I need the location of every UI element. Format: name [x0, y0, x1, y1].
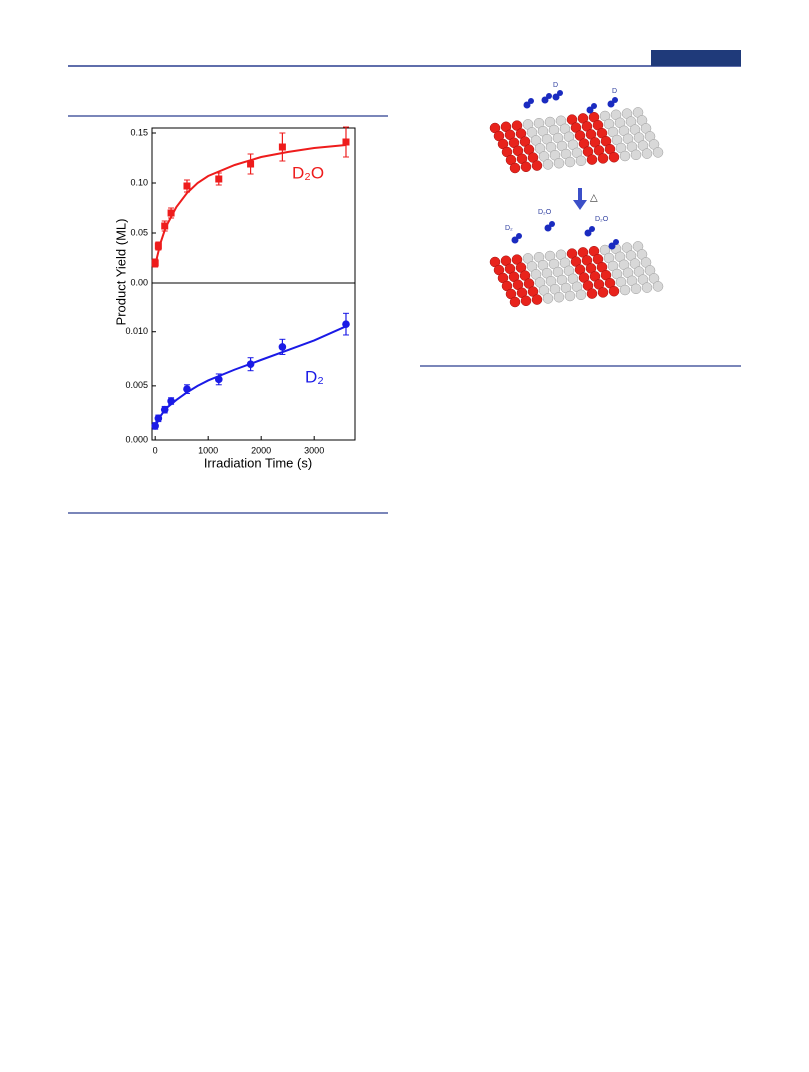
series-label: D₂	[305, 367, 324, 386]
atom	[586, 288, 598, 299]
data-point	[167, 397, 175, 405]
x-axis-label: Irradiation Time (s)	[204, 455, 312, 470]
atom	[541, 96, 549, 104]
atom	[557, 90, 563, 96]
data-point	[183, 385, 191, 393]
atom	[531, 294, 543, 305]
atom	[575, 155, 587, 167]
atom	[597, 153, 609, 164]
plot-frame	[151, 282, 356, 441]
x-tick-label: 2000	[251, 445, 271, 455]
x-tick-label: 3000	[304, 445, 324, 455]
atom	[520, 295, 532, 307]
data-point	[278, 343, 287, 351]
atom	[608, 285, 620, 297]
atom	[607, 100, 615, 108]
diagram: △ D D D₂ D₂O D₂O	[489, 82, 664, 308]
y-axis-label: Product Yield (ML)	[113, 219, 128, 326]
atom	[641, 148, 653, 159]
atom	[586, 106, 594, 114]
atom	[630, 149, 642, 161]
y-tick-label: 0.10	[130, 177, 148, 187]
atom	[608, 151, 620, 163]
atom	[552, 93, 560, 101]
data-point	[247, 160, 255, 168]
atom	[546, 93, 552, 99]
data-point	[167, 209, 175, 217]
data-point	[342, 320, 350, 328]
diagram-label: △	[590, 193, 598, 204]
atom	[564, 156, 576, 168]
y-tick-label: 0.005	[125, 380, 148, 390]
atom	[641, 282, 653, 293]
atom	[619, 150, 631, 162]
data-point	[151, 422, 159, 430]
data-point	[161, 222, 169, 230]
y-tick-label: 0.00	[130, 277, 148, 287]
y-tick-label: 0.010	[125, 326, 148, 336]
data-point	[154, 414, 163, 423]
atom	[652, 147, 664, 158]
atom	[528, 98, 534, 104]
y-tick-label: 0.05	[130, 227, 148, 237]
atom	[542, 159, 554, 170]
data-point	[214, 375, 223, 384]
diagram-label: D₂O	[595, 216, 609, 223]
atom	[619, 284, 631, 296]
atom	[516, 233, 522, 239]
atom	[589, 226, 595, 232]
atom	[612, 97, 618, 103]
diagram-label: D	[553, 82, 558, 89]
data-point	[151, 259, 159, 267]
atom	[597, 287, 609, 298]
atom	[630, 283, 642, 295]
atom	[591, 103, 597, 109]
data-point	[215, 175, 223, 183]
atom	[531, 160, 543, 171]
atom	[542, 293, 554, 304]
atom	[523, 101, 531, 109]
atom	[652, 281, 664, 292]
diagram-label: D₂	[505, 225, 513, 232]
y-tick-label: 0.000	[125, 434, 148, 444]
diagram-label: D	[612, 88, 617, 95]
atom	[509, 296, 521, 308]
diagram-label: D₂O	[538, 209, 552, 216]
data-point	[342, 138, 350, 146]
data-point	[160, 405, 169, 414]
atom	[509, 162, 521, 174]
atom	[586, 154, 598, 165]
atom	[608, 242, 616, 250]
atom	[511, 236, 519, 244]
x-tick-label: 0	[153, 445, 158, 455]
series-label: D₂O	[292, 163, 324, 182]
atom	[584, 229, 592, 237]
arrow	[573, 188, 587, 210]
data-point	[278, 143, 286, 151]
data-point	[154, 242, 162, 250]
atom	[553, 291, 565, 303]
atom	[613, 239, 619, 245]
x-tick-label: 1000	[198, 445, 218, 455]
atom	[544, 224, 552, 232]
atom	[553, 157, 565, 169]
data-point	[246, 360, 255, 369]
header-badge	[651, 50, 741, 66]
atom	[549, 221, 555, 227]
y-tick-label: 0.15	[130, 127, 148, 137]
atom	[575, 289, 587, 301]
atom	[564, 290, 576, 302]
plot-frame	[151, 127, 356, 284]
atom	[520, 161, 532, 173]
data-point	[183, 182, 191, 190]
